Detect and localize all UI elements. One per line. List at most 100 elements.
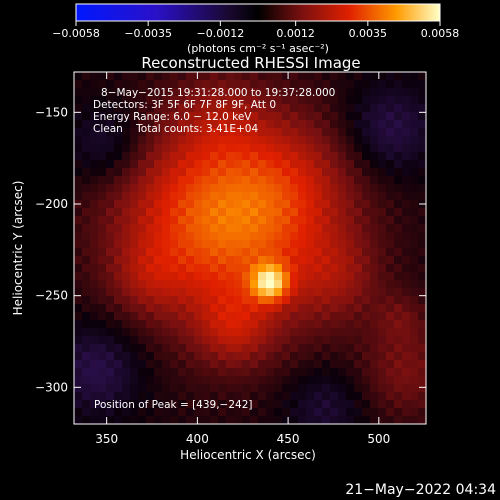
heatmap-cell	[186, 112, 195, 121]
heatmap-cell	[410, 112, 419, 121]
heatmap-cell	[90, 136, 99, 145]
heatmap-cell	[202, 320, 211, 329]
heatmap-cell	[154, 376, 163, 385]
heatmap-cell	[218, 224, 227, 233]
heatmap-cell	[202, 160, 211, 169]
heatmap-cell	[178, 376, 187, 385]
heatmap-cell	[266, 232, 275, 241]
heatmap-cell	[106, 168, 115, 177]
heatmap-cell	[362, 296, 371, 305]
heatmap-cell	[330, 248, 339, 257]
heatmap-cell	[322, 200, 331, 209]
heatmap-cell	[146, 400, 155, 409]
heatmap-cell	[194, 264, 203, 273]
heatmap-cell	[74, 408, 83, 417]
heatmap-cell	[282, 392, 291, 401]
heatmap-cell	[314, 152, 323, 161]
heatmap-cell	[170, 96, 179, 105]
heatmap-cell	[410, 128, 419, 137]
heatmap-cell	[114, 120, 123, 129]
heatmap-cell	[162, 304, 171, 313]
heatmap-cell	[202, 232, 211, 241]
heatmap-cell	[346, 88, 355, 97]
heatmap-cell	[330, 256, 339, 265]
heatmap-cell	[258, 344, 267, 353]
heatmap-cell	[226, 360, 235, 369]
heatmap-cell	[210, 272, 219, 281]
heatmap-cell	[282, 240, 291, 249]
heatmap-cell	[314, 184, 323, 193]
heatmap-cell	[82, 320, 91, 329]
heatmap-cell	[106, 232, 115, 241]
heatmap-cell	[234, 352, 243, 361]
heatmap-cell	[74, 88, 83, 97]
heatmap-cell	[218, 128, 227, 137]
heatmap-cell	[178, 112, 187, 121]
heatmap-cell	[322, 352, 331, 361]
heatmap-cell	[226, 352, 235, 361]
heatmap-cell	[114, 112, 123, 121]
heatmap-cell	[402, 408, 411, 417]
heatmap-cell	[202, 392, 211, 401]
heatmap-cell	[266, 288, 275, 297]
heatmap-cell	[354, 384, 363, 393]
heatmap-cell	[338, 128, 347, 137]
heatmap-cell	[306, 160, 315, 169]
heatmap-cell	[338, 280, 347, 289]
heatmap-cell	[266, 72, 275, 81]
heatmap-cell	[322, 280, 331, 289]
heatmap-cell	[82, 256, 91, 265]
heatmap-cell	[370, 80, 379, 89]
heatmap-cell	[186, 336, 195, 345]
heatmap-cell	[354, 296, 363, 305]
heatmap-cell	[154, 96, 163, 105]
heatmap-cell	[298, 144, 307, 153]
heatmap-cell	[210, 72, 219, 81]
heatmap-cell	[138, 128, 147, 137]
heatmap-cell	[386, 192, 395, 201]
heatmap-cell	[194, 208, 203, 217]
heatmap-cell	[338, 152, 347, 161]
heatmap-cell	[322, 80, 331, 89]
heatmap-cell	[282, 168, 291, 177]
heatmap-cell	[306, 112, 315, 121]
heatmap-cell	[154, 272, 163, 281]
heatmap-cell	[138, 104, 147, 113]
heatmap-cell	[82, 344, 91, 353]
heatmap-cell	[282, 296, 291, 305]
heatmap-cell	[258, 128, 267, 137]
heatmap-cell	[210, 344, 219, 353]
heatmap-cell	[82, 96, 91, 105]
heatmap-cell	[250, 200, 259, 209]
heatmap-cell	[402, 120, 411, 129]
heatmap-cell	[138, 368, 147, 377]
heatmap-cell	[114, 368, 123, 377]
heatmap-cell	[306, 368, 315, 377]
heatmap-cell	[410, 416, 419, 425]
heatmap-cell	[218, 416, 227, 425]
heatmap-cell	[114, 288, 123, 297]
heatmap-cell	[370, 160, 379, 169]
heatmap-cell	[178, 120, 187, 129]
heatmap-cell	[386, 264, 395, 273]
heatmap-cell	[74, 248, 83, 257]
heatmap-cell	[346, 96, 355, 105]
heatmap-cell	[114, 208, 123, 217]
heatmap-cell	[410, 88, 419, 97]
heatmap-cell	[226, 288, 235, 297]
heatmap-cell	[330, 80, 339, 89]
heatmap-cell	[106, 360, 115, 369]
heatmap-cell	[394, 104, 403, 113]
heatmap-cell	[282, 232, 291, 241]
heatmap-cell	[322, 240, 331, 249]
heatmap-cell	[138, 264, 147, 273]
heatmap-cell	[362, 224, 371, 233]
heatmap-cell	[282, 256, 291, 265]
heatmap-cell	[298, 248, 307, 257]
heatmap-cell	[242, 136, 251, 145]
heatmap-cell	[154, 264, 163, 273]
heatmap-cell	[330, 152, 339, 161]
heatmap-cell	[242, 104, 251, 113]
heatmap-cell	[386, 176, 395, 185]
heatmap-cell	[290, 144, 299, 153]
